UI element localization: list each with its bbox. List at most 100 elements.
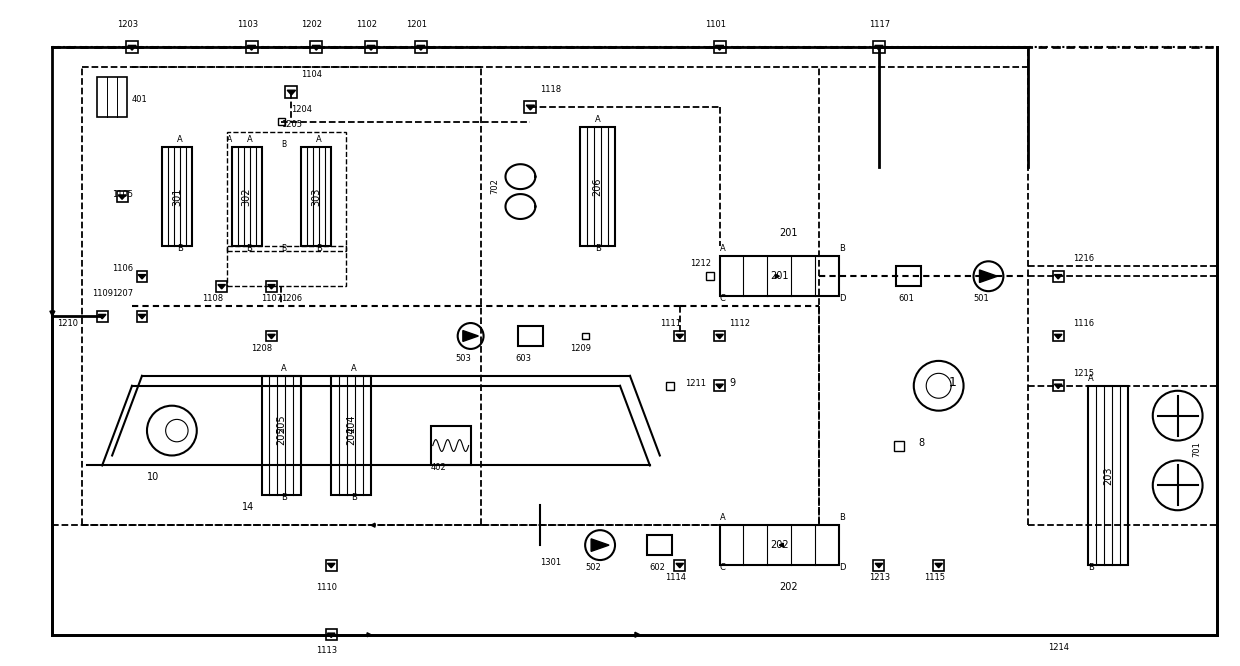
Bar <box>518 326 543 346</box>
Text: B: B <box>595 244 601 253</box>
Text: 206: 206 <box>593 177 603 196</box>
Text: 602: 602 <box>650 563 666 572</box>
Text: B: B <box>316 244 322 253</box>
Text: 1106: 1106 <box>112 264 133 273</box>
Bar <box>719 256 839 296</box>
Text: 1215: 1215 <box>1073 369 1094 378</box>
Polygon shape <box>874 45 883 50</box>
Polygon shape <box>98 314 105 319</box>
Text: 205: 205 <box>277 414 286 433</box>
Text: 1114: 1114 <box>665 573 686 582</box>
Text: A: A <box>227 135 232 144</box>
Text: B: B <box>839 513 844 522</box>
Polygon shape <box>138 314 146 319</box>
Polygon shape <box>268 284 275 289</box>
Text: 1212: 1212 <box>689 259 711 268</box>
Text: A: A <box>719 513 725 522</box>
Text: 1113: 1113 <box>316 645 337 655</box>
Polygon shape <box>591 539 609 551</box>
Polygon shape <box>268 334 275 339</box>
Polygon shape <box>138 274 146 279</box>
Text: 1211: 1211 <box>684 379 706 388</box>
Text: D: D <box>839 563 846 572</box>
Text: 702: 702 <box>491 178 500 194</box>
Text: 302: 302 <box>242 187 252 206</box>
Text: 1213: 1213 <box>869 573 890 582</box>
Bar <box>582 332 589 340</box>
Bar <box>278 119 285 125</box>
Polygon shape <box>715 334 723 339</box>
Polygon shape <box>775 274 779 278</box>
Text: 8: 8 <box>919 438 925 448</box>
Bar <box>232 147 262 246</box>
Bar <box>706 272 713 280</box>
Text: B: B <box>247 244 253 253</box>
Polygon shape <box>875 563 883 568</box>
Text: 401: 401 <box>131 95 148 104</box>
Polygon shape <box>327 563 335 568</box>
Bar <box>301 147 331 246</box>
Text: 1207: 1207 <box>112 289 133 298</box>
Text: 204: 204 <box>346 426 356 445</box>
Polygon shape <box>1054 384 1061 388</box>
Text: 9: 9 <box>729 378 735 388</box>
Bar <box>719 525 839 565</box>
Text: 1104: 1104 <box>301 70 322 79</box>
Bar <box>97 77 126 117</box>
Text: 1216: 1216 <box>1073 254 1094 263</box>
Text: 1111: 1111 <box>660 319 681 328</box>
Polygon shape <box>676 334 683 339</box>
Text: B: B <box>281 244 286 253</box>
Text: A: A <box>281 364 288 373</box>
Text: A: A <box>595 115 601 124</box>
Text: 201: 201 <box>779 228 797 238</box>
Polygon shape <box>288 90 295 95</box>
Polygon shape <box>779 543 784 547</box>
Polygon shape <box>980 270 997 282</box>
Text: A: A <box>247 135 252 144</box>
Bar <box>262 376 301 496</box>
Text: A: A <box>177 135 182 144</box>
Polygon shape <box>312 45 320 50</box>
Text: 1209: 1209 <box>570 344 591 353</box>
Text: 1115: 1115 <box>924 573 945 582</box>
Text: 1201: 1201 <box>405 20 427 29</box>
Text: 502: 502 <box>585 563 601 572</box>
Bar <box>894 440 904 450</box>
Text: B: B <box>1087 563 1094 572</box>
Polygon shape <box>367 45 376 50</box>
Text: 701: 701 <box>1193 442 1202 458</box>
Text: 1205: 1205 <box>281 120 303 129</box>
Text: 1301: 1301 <box>541 558 562 567</box>
Polygon shape <box>635 632 640 637</box>
Text: B: B <box>839 244 844 253</box>
Text: B: B <box>281 494 288 502</box>
Text: 203: 203 <box>1102 466 1114 485</box>
Text: 202: 202 <box>770 540 789 550</box>
Text: C: C <box>719 294 725 303</box>
Bar <box>1087 386 1128 565</box>
Text: 603: 603 <box>516 354 532 363</box>
Text: 1110: 1110 <box>316 583 337 592</box>
Polygon shape <box>371 523 374 527</box>
Text: 205: 205 <box>277 426 286 445</box>
Text: B: B <box>177 244 182 253</box>
Text: A: A <box>316 135 322 144</box>
Text: 402: 402 <box>430 464 446 472</box>
Text: D: D <box>839 294 846 303</box>
Bar <box>227 132 346 251</box>
Text: A: A <box>351 364 357 373</box>
Bar <box>162 147 192 246</box>
Bar <box>897 266 921 286</box>
Polygon shape <box>128 45 136 50</box>
Text: 1203: 1203 <box>117 20 138 29</box>
Text: 1117: 1117 <box>869 20 890 29</box>
Text: 201: 201 <box>770 271 789 281</box>
Text: 1102: 1102 <box>356 20 377 29</box>
Text: 501: 501 <box>973 294 990 303</box>
Text: 10: 10 <box>148 472 159 482</box>
Text: 503: 503 <box>455 354 471 363</box>
Text: 202: 202 <box>779 582 799 592</box>
Bar <box>227 246 346 286</box>
Text: 1206: 1206 <box>281 294 303 303</box>
